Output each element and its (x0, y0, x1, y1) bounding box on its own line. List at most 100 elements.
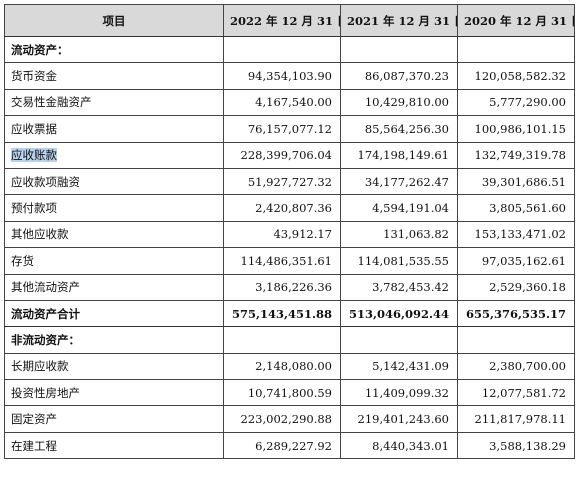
value-cell-2022: 575,143,451.88 (223, 299, 341, 328)
row-label: 交易性金融资产 (11, 95, 92, 110)
balance-sheet-table: 项目 2022 年 12 月 31 日 2021 年 12 月 31 日 202… (4, 4, 575, 460)
value-cell-2021: 513,046,092.44 (340, 299, 458, 328)
value-cell-2022: 4,167,540.00 (223, 88, 341, 117)
value-cell-2022: 228,399,706.04 (223, 141, 341, 169)
value-cell-2021: 219,401,243.60 (340, 405, 458, 433)
value-cell-2022: 76,157,077.12 (223, 115, 341, 143)
table-row: 其他应收款 43,912.17 131,063.82 153,133,471.02 (4, 220, 575, 249)
value-cell-2021: 131,063.82 (340, 220, 458, 249)
section-header-row: 流动资产： (4, 35, 575, 64)
value-cell-2022 (223, 326, 341, 354)
row-label-cell: 存货 (4, 247, 224, 275)
table-row: 预付款项 2,420,807.36 4,594,191.04 3,805,561.60 (4, 194, 575, 222)
column-header-item: 项目 (4, 4, 224, 37)
value-cell-2020: 2,380,700.00 (457, 352, 575, 381)
row-label: 应收账款 (11, 148, 57, 163)
table-body: 流动资产： 货币资金 94,354,103.90 86,087,370.23 120,0… (4, 35, 575, 460)
value-cell-2021: 34,177,262.47 (340, 167, 458, 196)
row-label: 流动资产合计 (11, 306, 80, 321)
value-cell-2022: 6,289,227.92 (223, 431, 341, 460)
row-label-cell: 货币资金 (4, 62, 224, 90)
value-cell-2021: 86,087,370.23 (340, 62, 458, 90)
row-label-cell: 其他应收款 (4, 220, 224, 249)
value-cell-2020: 5,777,290.00 (457, 88, 575, 117)
value-cell-2020 (457, 326, 575, 354)
section-header-row: 非流动资产： (4, 326, 575, 354)
total-row: 流动资产合计 575,143,451.88 513,046,092.44 655,37… (4, 299, 575, 328)
row-label: 存货 (11, 253, 34, 268)
value-cell-2022: 94,354,103.90 (223, 62, 341, 90)
row-label-cell: 非流动资产： (4, 326, 224, 354)
value-cell-2021: 11,409,099.32 (340, 379, 458, 407)
value-cell-2020: 132,749,319.78 (457, 141, 575, 169)
row-label-cell: 长期应收款 (4, 352, 224, 381)
value-cell-2020: 12,077,581.72 (457, 379, 575, 407)
row-label: 流动资产： (11, 42, 69, 57)
row-label-cell: 应收款项融资 (4, 167, 224, 196)
table-row: 货币资金 94,354,103.90 86,087,370.23 120,058,58… (4, 62, 575, 90)
balance-sheet-container: 项目 2022 年 12 月 31 日 2021 年 12 月 31 日 202… (4, 4, 575, 460)
row-label: 固定资产 (11, 412, 57, 427)
row-label: 其他应收款 (11, 227, 69, 242)
row-label-cell: 在建工程 (4, 431, 224, 460)
table-row: 长期应收款 2,148,080.00 5,142,431.09 2,380,700.0… (4, 352, 575, 381)
value-cell-2022: 223,002,290.88 (223, 405, 341, 433)
row-label-cell: 应收账款 (4, 141, 224, 169)
row-label: 在建工程 (11, 438, 57, 453)
table-row: 应收账款 228,399,706.04 174,198,149.61 132,749,… (4, 141, 575, 169)
row-label: 应收票据 (11, 121, 57, 136)
row-label-cell: 投资性房地产 (4, 379, 224, 407)
table-row: 固定资产 223,002,290.88 219,401,243.60 211,817,… (4, 405, 575, 433)
value-cell-2021: 85,564,256.30 (340, 115, 458, 143)
table-row: 其他流动资产 3,186,226.36 3,782,453.42 2,529,360.… (4, 273, 575, 301)
table-row: 交易性金融资产 4,167,540.00 10,429,810.00 5,777,29… (4, 88, 575, 117)
value-cell-2022: 10,741,800.59 (223, 379, 341, 407)
row-label-cell: 流动资产合计 (4, 299, 224, 328)
value-cell-2021: 4,594,191.04 (340, 194, 458, 222)
value-cell-2021 (340, 35, 458, 64)
row-label: 预付款项 (11, 201, 57, 216)
row-label: 非流动资产： (11, 332, 80, 347)
row-label-cell: 固定资产 (4, 405, 224, 433)
row-label-cell: 交易性金融资产 (4, 88, 224, 117)
value-cell-2021: 10,429,810.00 (340, 88, 458, 117)
table-row: 应收款项融资 51,927,727.32 34,177,262.47 39,301,6… (4, 167, 575, 196)
row-label: 应收款项融资 (11, 174, 80, 189)
table-header-row: 项目 2022 年 12 月 31 日 2021 年 12 月 31 日 202… (4, 4, 575, 37)
value-cell-2020: 3,805,561.60 (457, 194, 575, 222)
value-cell-2021: 174,198,149.61 (340, 141, 458, 169)
value-cell-2020: 3,588,138.29 (457, 431, 575, 460)
value-cell-2021: 5,142,431.09 (340, 352, 458, 381)
table-row: 投资性房地产 10,741,800.59 11,409,099.32 12,077,5… (4, 379, 575, 407)
value-cell-2020: 2,529,360.18 (457, 273, 575, 301)
value-cell-2022 (223, 35, 341, 64)
value-cell-2020: 655,376,535.17 (457, 299, 575, 328)
value-cell-2022: 114,486,351.61 (223, 247, 341, 275)
value-cell-2022: 3,186,226.36 (223, 273, 341, 301)
value-cell-2021 (340, 326, 458, 354)
column-header-2022: 2022 年 12 月 31 日 (223, 4, 341, 37)
row-label-cell: 预付款项 (4, 194, 224, 222)
value-cell-2022: 2,148,080.00 (223, 352, 341, 381)
table-row: 存货 114,486,351.61 114,081,535.55 97,035,162… (4, 247, 575, 275)
value-cell-2020: 153,133,471.02 (457, 220, 575, 249)
value-cell-2020: 39,301,686.51 (457, 167, 575, 196)
value-cell-2022: 51,927,727.32 (223, 167, 341, 196)
value-cell-2021: 3,782,453.42 (340, 273, 458, 301)
value-cell-2022: 2,420,807.36 (223, 194, 341, 222)
value-cell-2020: 120,058,582.32 (457, 62, 575, 90)
value-cell-2020 (457, 35, 575, 64)
row-label-cell: 其他流动资产 (4, 273, 224, 301)
value-cell-2022: 43,912.17 (223, 220, 341, 249)
value-cell-2021: 8,440,343.01 (340, 431, 458, 460)
row-label: 货币资金 (11, 69, 57, 84)
column-header-2020: 2020 年 12 月 31 日 (457, 4, 575, 37)
value-cell-2021: 114,081,535.55 (340, 247, 458, 275)
row-label: 长期应收款 (11, 359, 69, 374)
row-label-cell: 流动资产： (4, 35, 224, 64)
row-label-cell: 应收票据 (4, 115, 224, 143)
row-label: 投资性房地产 (11, 385, 80, 400)
value-cell-2020: 97,035,162.61 (457, 247, 575, 275)
table-row: 在建工程 6,289,227.92 8,440,343.01 3,588,138.29 (4, 431, 575, 460)
value-cell-2020: 211,817,978.11 (457, 405, 575, 433)
